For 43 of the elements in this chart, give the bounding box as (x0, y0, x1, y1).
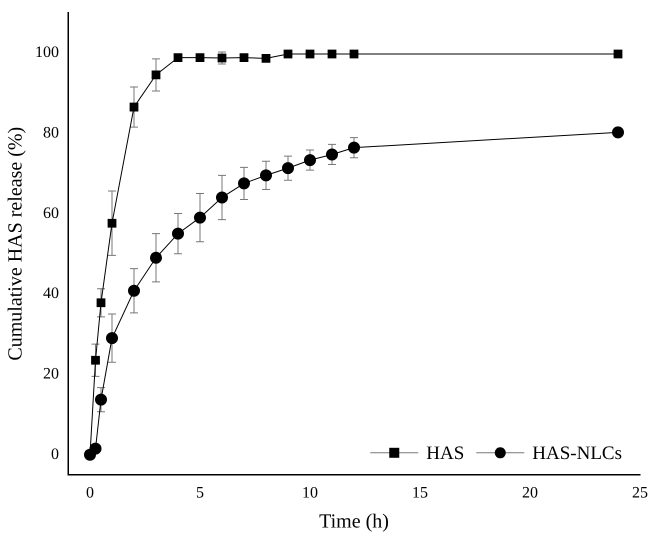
point (128, 284, 140, 297)
x-tick-label: 5 (196, 484, 204, 502)
point (306, 50, 314, 58)
point (216, 191, 228, 204)
x-tick-label: 0 (86, 484, 94, 502)
point (304, 154, 316, 166)
point (350, 50, 358, 58)
point (194, 212, 206, 224)
y-tick-label: 40 (43, 285, 59, 302)
point (262, 54, 270, 63)
point (328, 50, 336, 58)
y-tick-label: 80 (43, 124, 59, 142)
point (95, 394, 107, 406)
point (196, 53, 204, 62)
point (152, 70, 160, 80)
legend-label: HAS-NLCs (532, 442, 622, 464)
point (348, 142, 360, 154)
point (238, 177, 250, 190)
x-tick-label: 25 (632, 484, 648, 502)
y-tick-label: 0 (51, 446, 59, 463)
point (106, 332, 118, 344)
point (130, 102, 138, 112)
y-tick-label: 60 (43, 204, 59, 222)
x-tick-label: 10 (302, 484, 318, 502)
x-tick-label: 15 (412, 484, 428, 502)
legend-label: HAS (426, 442, 464, 464)
point (240, 53, 248, 62)
x-tick-label: 20 (522, 484, 538, 502)
point (108, 218, 116, 228)
point (91, 356, 100, 365)
y-axis-title: Cumulative HAS release (%) (4, 126, 26, 361)
x-axis-title: Time (h) (319, 510, 389, 532)
point (172, 228, 184, 240)
point (614, 50, 622, 58)
y-tick-label: 100 (35, 44, 59, 61)
point (96, 298, 106, 308)
point (174, 53, 182, 62)
point (282, 162, 294, 174)
y-tick-label: 20 (43, 366, 59, 383)
point (284, 50, 292, 58)
point (150, 252, 162, 264)
point (326, 148, 338, 160)
point (260, 169, 272, 182)
